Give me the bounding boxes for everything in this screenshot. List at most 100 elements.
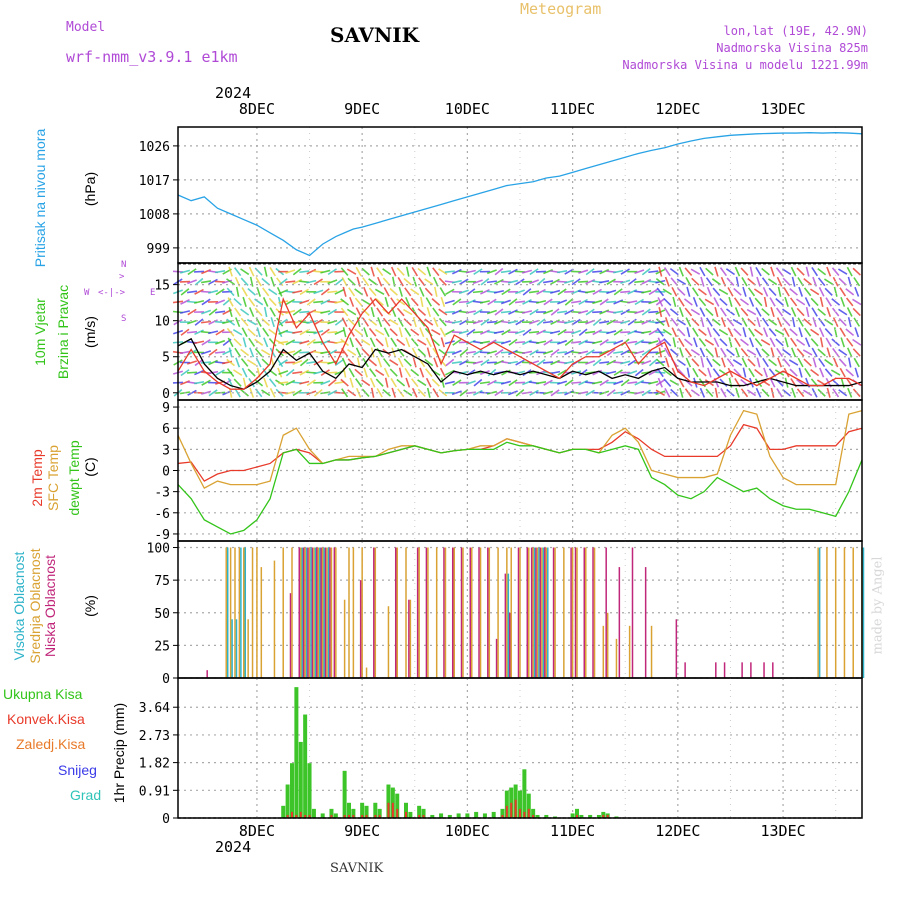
wind-barb xyxy=(187,319,198,325)
wind-barb xyxy=(439,358,447,367)
precip-bar-conv xyxy=(576,814,578,818)
wind-barb xyxy=(763,367,769,378)
wind-barb xyxy=(691,287,699,297)
wind-barb xyxy=(493,289,505,294)
wind-barb xyxy=(508,298,518,306)
wind-barb xyxy=(529,360,540,365)
wind-barb xyxy=(327,371,338,374)
wind-barb xyxy=(340,298,350,306)
wind-barb xyxy=(389,328,398,337)
wind-barb xyxy=(592,329,602,336)
wind-barb xyxy=(201,379,211,386)
wind-barb xyxy=(789,288,798,296)
wind-barb xyxy=(599,349,610,355)
wind-barb xyxy=(564,309,574,316)
precip-bar-total xyxy=(430,814,435,818)
wind-barb xyxy=(420,296,424,307)
wind-barb xyxy=(404,327,412,337)
wind-barb xyxy=(361,307,370,317)
wind-barb xyxy=(268,328,278,336)
wind-barb xyxy=(405,297,411,307)
wind-barb xyxy=(656,358,665,367)
wind-barb xyxy=(754,328,763,336)
wind-barb xyxy=(292,267,302,276)
wind-barb xyxy=(403,277,413,286)
wind-barb xyxy=(838,317,847,327)
precip-bar-total xyxy=(504,790,509,818)
wind-barb xyxy=(396,307,405,317)
wind-barb xyxy=(390,377,397,388)
wind-barb xyxy=(355,307,362,317)
wind-barb xyxy=(585,268,595,276)
wind-barb xyxy=(193,340,205,345)
wind-barb xyxy=(762,327,769,338)
wind-barb xyxy=(790,347,797,358)
wind-barb xyxy=(292,290,303,294)
wind-barb xyxy=(664,317,670,328)
wind-barb xyxy=(839,327,846,337)
wind-barb xyxy=(334,318,344,326)
wind-barb xyxy=(480,318,490,326)
wind-barb xyxy=(342,286,347,297)
series-temperature-1 xyxy=(177,409,863,490)
precip-bar-conv xyxy=(387,802,390,818)
wind-barb xyxy=(529,319,540,325)
wind-barb xyxy=(306,279,317,284)
wind-barb xyxy=(179,310,191,314)
wind-barb xyxy=(313,300,324,304)
precip-bar-conv xyxy=(348,814,350,818)
wind-barb xyxy=(536,299,547,304)
wind-barb xyxy=(838,358,847,367)
wind-barb xyxy=(803,287,812,297)
wind-barb xyxy=(854,286,860,297)
wind-barb xyxy=(557,328,567,336)
wind-barb xyxy=(396,267,405,276)
precip-bar-total xyxy=(347,802,351,818)
legend-freezing-rain: Zaledj.Kisa xyxy=(16,736,86,752)
wind-barb xyxy=(215,310,226,314)
meteogram-title: Meteogram xyxy=(520,0,602,18)
wind-barb xyxy=(276,357,284,368)
precip-bar-total xyxy=(329,808,334,818)
wind-barb xyxy=(543,390,554,395)
precip-bar-total xyxy=(570,813,575,818)
wind-barb xyxy=(824,318,834,326)
year-label-top: 2024 xyxy=(215,84,252,102)
wind-barb xyxy=(187,279,197,285)
wind-barb xyxy=(648,369,659,376)
wind-barb xyxy=(247,287,256,296)
wind-barb xyxy=(641,348,651,356)
wind-barb xyxy=(439,327,446,337)
wind-barb xyxy=(727,327,734,338)
wind-barb xyxy=(833,357,839,368)
wind-barb xyxy=(425,297,432,307)
wind-barb xyxy=(735,276,740,287)
wind-barb xyxy=(187,308,197,316)
wind-barb xyxy=(690,348,700,356)
ytick-label-temperature: -6 xyxy=(154,507,170,522)
wind-barb xyxy=(672,337,677,348)
wind-barb xyxy=(342,327,347,338)
wind-barb xyxy=(782,358,791,367)
wind-barb xyxy=(641,290,652,294)
wind-barb xyxy=(677,297,685,307)
wind-barb xyxy=(334,329,345,335)
wind-barb xyxy=(313,289,324,295)
wind-barb xyxy=(384,377,389,388)
wind-barb xyxy=(648,380,659,385)
wind-barb xyxy=(508,268,518,275)
wind-barb xyxy=(432,267,440,277)
wind-barb xyxy=(718,328,729,336)
wind-barb xyxy=(705,348,714,357)
wind-barb xyxy=(391,387,397,398)
model-name: wrf-nmm_v3.9.1 e1km xyxy=(66,48,238,66)
wind-barb xyxy=(613,269,624,274)
wind-barb xyxy=(349,337,355,348)
wind-barb xyxy=(754,378,763,388)
wind-barb xyxy=(606,348,616,357)
wind-barb xyxy=(278,289,289,295)
wind-barb xyxy=(528,330,540,334)
wind-barb xyxy=(269,266,277,277)
wind-barb xyxy=(714,306,719,318)
wind-barb xyxy=(798,286,803,297)
